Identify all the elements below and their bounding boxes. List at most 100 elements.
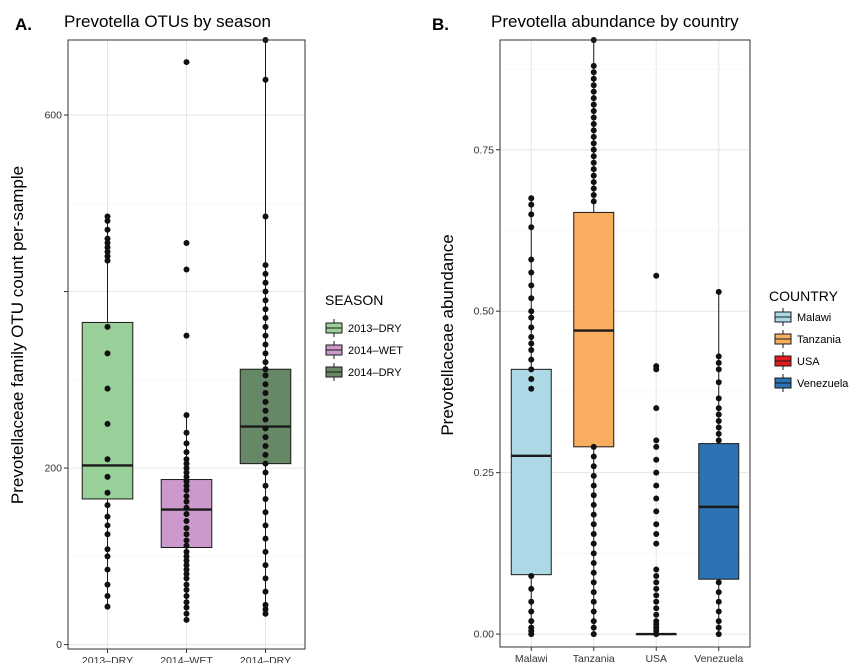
panel-a-data-point <box>183 557 190 564</box>
panel-b-data-point <box>715 608 722 615</box>
panel-a-data-point <box>183 469 190 476</box>
panel-a-data-point <box>262 270 269 277</box>
panel-b-data-point <box>590 185 597 192</box>
panel-a-data-point <box>262 359 269 366</box>
panel-b-data-point <box>528 224 535 231</box>
panel-a-data-point <box>262 482 269 489</box>
panel-a-data-point <box>104 213 111 220</box>
panel-a-data-point <box>183 478 190 485</box>
panel-a-data-point <box>183 542 190 549</box>
panel-a-data-point <box>262 535 269 542</box>
panel-b-data-point <box>590 82 597 89</box>
panel-a-data-point <box>104 226 111 233</box>
panel-a-data-point <box>183 575 190 582</box>
panel-a-data-point <box>262 562 269 569</box>
panel-b-data-point <box>590 598 597 605</box>
panel-a-data-point <box>104 473 111 480</box>
panel-a-data-point <box>262 588 269 595</box>
panel-a-data-point <box>262 416 269 423</box>
panel-a-data-point <box>183 504 190 511</box>
panel-b-data-point <box>528 376 535 383</box>
panel-b-data-point <box>528 366 535 373</box>
panel-b-data-point <box>590 569 597 576</box>
panel-b-data-point <box>715 424 722 431</box>
panel-b-data-point <box>715 598 722 605</box>
panel-a-data-point <box>183 412 190 419</box>
panel-b-data-point <box>528 346 535 353</box>
panel-b-data-point <box>590 482 597 489</box>
panel-a-data-point <box>104 248 111 255</box>
panel-b-legend-title: COUNTRY <box>769 288 839 304</box>
panel-a-data-point <box>104 489 111 496</box>
panel-b-data-point <box>715 417 722 424</box>
panel-b-data-point <box>653 572 660 579</box>
panel-a-data-point <box>183 562 190 569</box>
panel-b-y-axis-title: Prevotellaceae abundance <box>438 234 457 435</box>
panel-b-data-point <box>653 585 660 592</box>
panel-b-data-point <box>653 405 660 412</box>
panel-b-data-point <box>590 463 597 470</box>
panel-a-data-point <box>262 575 269 582</box>
panel-a-data-point <box>183 593 190 600</box>
panel-b-data-point <box>653 566 660 573</box>
panel-a-data-point <box>183 604 190 611</box>
panel-a-data-point <box>262 279 269 286</box>
panel-a-data-point <box>104 217 111 224</box>
panel-b-data-point <box>653 456 660 463</box>
panel-b-data-point <box>715 405 722 412</box>
panel-b-data-point <box>653 508 660 515</box>
panel-a-plot: 0 200 600 2013–DRY 2014–WET 2014–DRY <box>44 37 306 663</box>
panel-b-data-point <box>653 530 660 537</box>
panel-b-data-point <box>653 272 660 279</box>
panel-a-data-point <box>104 323 111 330</box>
panel-a-data-point <box>262 297 269 304</box>
panel-a-data-point <box>183 599 190 606</box>
panel-b-data-point <box>590 191 597 198</box>
panel-b-data-point <box>590 631 597 638</box>
panel-b-plot: 0.00 0.25 0.50 0.75 Malawi Tanzania USA Venezue… <box>474 37 751 663</box>
panel-a-data-point <box>262 213 269 220</box>
panel-b-data-point <box>653 611 660 618</box>
panel-a-data-point <box>183 482 190 489</box>
panel-a-data-point <box>183 440 190 447</box>
panel-a-x-tick-label: 2014–WET <box>160 655 213 663</box>
panel-b-data-point <box>590 530 597 537</box>
panel-b-data-point <box>590 88 597 95</box>
panel-b-data-point <box>590 101 597 108</box>
panel-b-data-point <box>590 133 597 140</box>
panel-b-data-point <box>528 598 535 605</box>
panel-a-data-point <box>262 288 269 295</box>
panel-b-data-point <box>653 605 660 612</box>
panel-b-data-point <box>590 140 597 147</box>
panel-a-legend-title: SEASON <box>325 292 383 308</box>
panel-b-y-tick-label: 0.00 <box>474 629 495 641</box>
panel-b-data-point <box>590 472 597 479</box>
panel-b-data-point <box>715 618 722 625</box>
panel-a-data-point <box>183 456 190 463</box>
panel-b-x-tick-label: USA <box>645 653 667 663</box>
panel-a-data-point <box>262 323 269 330</box>
panel-b-x-tick-label: Malawi <box>515 653 548 663</box>
panel-a-data-point <box>104 244 111 251</box>
panel-b-data-point <box>528 324 535 331</box>
panel-b-data-point <box>590 443 597 450</box>
panel-a-data-point <box>262 372 269 379</box>
panel-a-data-point <box>183 429 190 436</box>
panel-a-title: Prevotella OTUs by season <box>64 12 271 31</box>
panel-a-data-point <box>104 350 111 357</box>
panel-a-data-point <box>183 473 190 480</box>
panel-b-box <box>698 443 740 580</box>
panel-b-data-point <box>590 560 597 567</box>
panel-b-data-point <box>528 195 535 202</box>
panel-b-data-point <box>653 443 660 450</box>
panel-b-y-tick-label: 0.50 <box>474 306 495 318</box>
panel-a-data-point <box>104 385 111 392</box>
panel-a-data-point <box>262 306 269 313</box>
panel-a-data-point <box>262 509 269 516</box>
panel-a-data-point <box>262 434 269 441</box>
panel-a-data-point <box>262 366 269 373</box>
panel-a-data-point <box>183 465 190 472</box>
panel-b-data-point <box>653 579 660 586</box>
panel-b-data-point <box>653 495 660 502</box>
panel-b-data-point <box>653 598 660 605</box>
